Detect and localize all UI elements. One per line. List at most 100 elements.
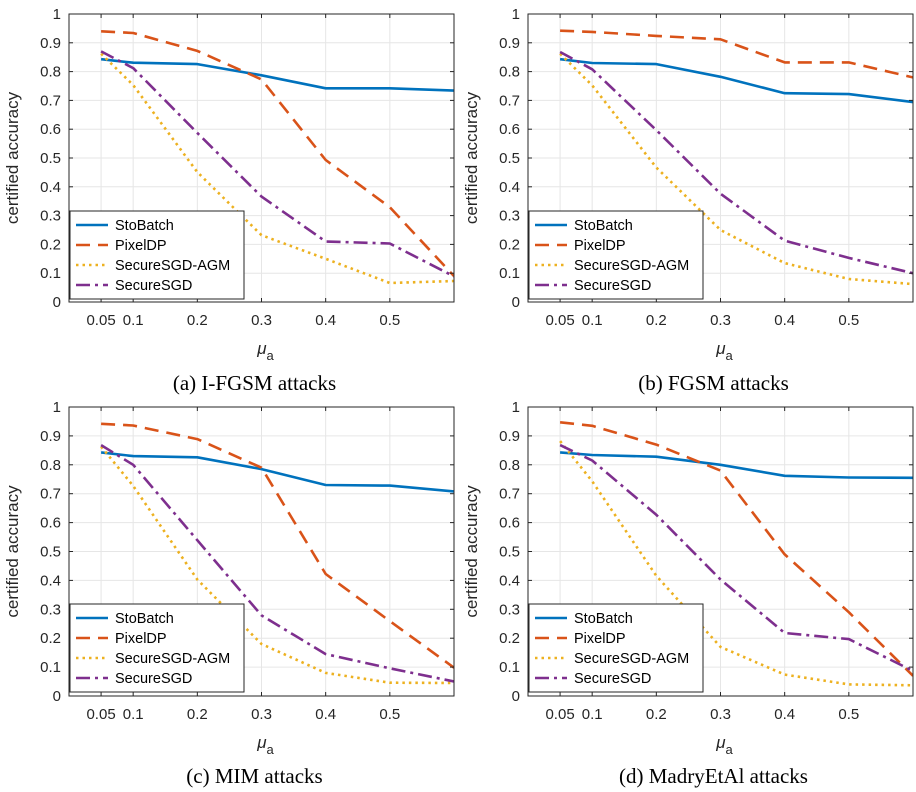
x-axis-label-subscript: a: [726, 742, 734, 757]
y-tick-label: 0: [53, 688, 61, 705]
y-tick-label: 0.4: [40, 179, 61, 196]
series-line-stobatch: [559, 57, 913, 104]
legend: StoBatch PixelDP SecureSGD-AGM SecureSGD: [528, 603, 704, 693]
legend-label: PixelDP: [574, 238, 626, 254]
x-axis-label-symbol: μ: [256, 339, 267, 358]
x-tick-label: 0.05: [545, 706, 574, 723]
y-tick-label: 0.8: [499, 64, 520, 81]
series-group: [100, 30, 454, 285]
y-tick-label: 0.8: [499, 457, 520, 474]
series-line-securesgd-agm: [559, 440, 913, 687]
panel-caption: (b) FGSM attacks: [638, 371, 789, 395]
y-tick-label: 0: [512, 688, 520, 705]
legend: StoBatch PixelDP SecureSGD-AGM SecureSGD: [69, 603, 245, 693]
y-tick-label: 0: [512, 294, 520, 311]
series-line-pixeldp: [101, 422, 454, 669]
legend-label: SecureSGD: [115, 671, 192, 687]
x-tick-label: 0.4: [315, 706, 336, 723]
y-tick-label: 0.7: [40, 486, 61, 503]
x-axis-label-symbol: μ: [715, 733, 726, 752]
series-line-securesgd-agm: [559, 52, 913, 286]
series-line-securesgd: [100, 50, 454, 278]
legend-label: SecureSGD: [115, 278, 192, 294]
x-axis-label-subscript: a: [267, 348, 275, 363]
y-tick-label: 0.1: [40, 659, 61, 676]
series-line-stobatch: [100, 57, 454, 92]
panel-caption: (d) MadryEtAl attacks: [619, 764, 808, 788]
series-line-securesgd: [559, 443, 913, 673]
y-tick-label: 0.3: [499, 208, 520, 225]
x-tick-label: 0.5: [838, 312, 859, 329]
y-tick-label: 0.2: [40, 236, 61, 253]
y-tick-label: 0.9: [40, 428, 61, 445]
legend: StoBatch PixelDP SecureSGD-AGM SecureSGD: [528, 210, 704, 300]
panel-3: 0 0.1 0.2 0.3 0.4 0.5 0.6 0.7 0.8 0.9 1 0.05 0.1 0.2 0…: [3, 399, 455, 788]
y-tick-label: 0.2: [499, 236, 520, 253]
x-tick-label: 0.05: [545, 312, 574, 329]
legend-label: StoBatch: [574, 218, 633, 234]
x-tick-label: 0.05: [86, 706, 115, 723]
y-tick-label: 0.4: [499, 179, 520, 196]
series-group: [559, 421, 913, 687]
y-tick-label: 0.9: [499, 35, 520, 52]
y-tick-label: 0.9: [499, 428, 520, 445]
series-line-securesgd: [559, 50, 913, 275]
x-axis-label: μa: [256, 339, 274, 363]
y-axis-label: certified accuracy: [3, 485, 22, 618]
series-line-securesgd-agm: [100, 52, 454, 285]
y-tick-label: 1: [53, 399, 61, 416]
y-tick-label: 0.1: [40, 265, 61, 282]
series-group: [100, 422, 454, 685]
x-axis-label-subscript: a: [726, 348, 734, 363]
x-axis-label: μa: [715, 339, 733, 363]
y-tick-label: 0.1: [499, 265, 520, 282]
x-axis-label: μa: [256, 733, 274, 757]
series-line-pixeldp: [101, 30, 454, 277]
legend-label: PixelDP: [115, 238, 167, 254]
panel-1: 0 0.1 0.2 0.3 0.4 0.5 0.6 0.7 0.8 0.9 1 0.05 0.1 0.2 0…: [3, 6, 455, 395]
y-tick-label: 0.4: [40, 572, 61, 589]
x-axis-label-subscript: a: [267, 742, 275, 757]
legend-label: SecureSGD-AGM: [574, 651, 689, 667]
x-tick-label: 0.2: [646, 312, 667, 329]
legend-label: SecureSGD: [574, 278, 651, 294]
y-tick-label: 0.6: [499, 121, 520, 138]
legend: StoBatch PixelDP SecureSGD-AGM SecureSGD: [69, 210, 245, 300]
y-tick-label: 0.7: [40, 92, 61, 109]
legend-label: SecureSGD: [574, 671, 651, 687]
legend-label: SecureSGD-AGM: [115, 651, 230, 667]
y-tick-label: 1: [512, 6, 520, 23]
x-tick-label: 0.3: [251, 312, 272, 329]
y-tick-label: 0.5: [40, 150, 61, 167]
series-line-securesgd: [100, 443, 454, 683]
y-tick-label: 1: [53, 6, 61, 23]
x-axis-label-symbol: μ: [715, 339, 726, 358]
x-tick-label: 0.4: [315, 312, 336, 329]
x-tick-label: 0.3: [710, 706, 731, 723]
legend-label: SecureSGD-AGM: [115, 258, 230, 274]
series-line-stobatch: [100, 451, 454, 493]
y-tick-label: 0.8: [40, 457, 61, 474]
series-line-pixeldp: [559, 421, 913, 677]
x-tick-label: 0.1: [123, 312, 144, 329]
series-line-pixeldp: [560, 29, 913, 79]
y-tick-label: 0.5: [499, 150, 520, 167]
y-tick-label: 0.2: [40, 630, 61, 647]
y-tick-label: 0.7: [499, 92, 520, 109]
x-axis-label-symbol: μ: [256, 733, 267, 752]
y-axis-label: certified accuracy: [462, 485, 481, 618]
y-tick-label: 0.8: [40, 64, 61, 81]
y-tick-label: 0.6: [499, 515, 520, 532]
x-tick-label: 0.4: [774, 706, 795, 723]
y-tick-label: 0.5: [40, 544, 61, 561]
y-tick-label: 0.1: [499, 659, 520, 676]
y-tick-label: 0.9: [40, 35, 61, 52]
legend-label: PixelDP: [115, 631, 167, 647]
y-tick-label: 1: [512, 399, 520, 416]
legend-label: StoBatch: [115, 218, 174, 234]
y-axis-label: certified accuracy: [3, 91, 22, 224]
series-line-securesgd-agm: [100, 445, 454, 685]
x-tick-label: 0.4: [774, 312, 795, 329]
x-tick-label: 0.5: [379, 312, 400, 329]
